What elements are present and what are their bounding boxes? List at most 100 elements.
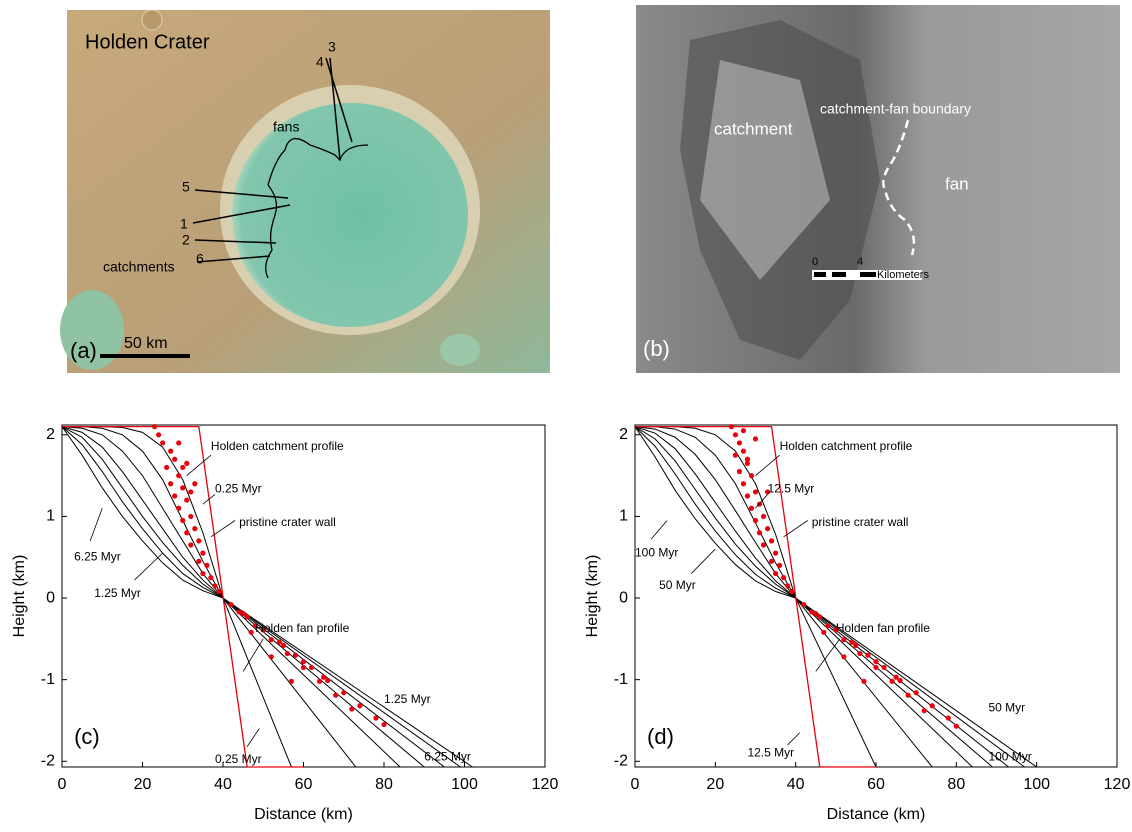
panel-label: (d) [647,724,674,749]
data-point [341,690,346,695]
scale-label: 50 km [124,335,168,352]
transect-label: 3 [328,39,336,55]
annotation: 6.25 Myr [424,749,471,763]
data-point [789,589,794,594]
annotation: 100 Myr [635,545,678,559]
data-point [160,440,165,445]
annotation: Holden fan profile [255,621,349,635]
data-point [241,611,246,616]
data-point [781,575,786,580]
transect-label: 1 [180,216,188,232]
data-point [861,679,866,684]
data-point [277,640,282,645]
data-point [269,654,274,659]
scale-tick: 4 [857,256,863,268]
annotation: 1.25 Myr [94,586,141,600]
annotation: 0.25 Myr [215,482,262,496]
annotation: 0.25 Myr [215,752,262,766]
annotation: Holden catchment profile [780,439,913,453]
data-point [893,675,898,680]
data-point [817,614,822,619]
data-point [733,432,738,437]
data-point [813,611,818,616]
data-point [228,602,233,607]
annotation: Holden fan profile [836,621,930,635]
data-point [749,473,754,478]
data-point [857,651,862,656]
data-point [249,630,254,635]
x-tick-label: 40 [787,776,805,793]
data-point [180,518,185,523]
y-tick-label: 1 [619,508,628,525]
y-tick-label: 0 [619,589,628,606]
page: {"images": [ {"panel": "(a)", "title": "… [0,0,1132,832]
data-point [301,659,306,664]
image-title: Holden Crater [85,31,210,53]
data-point [204,563,209,568]
figure: Holden Crater fans catchments 4 3 5 1 2 … [0,0,1132,827]
data-point [301,665,306,670]
scale-bar [814,272,876,277]
data-point [168,449,173,454]
crater [142,10,162,30]
data-point [188,489,193,494]
data-point [381,722,386,727]
y-axis-label: Height (km) [11,555,28,638]
data-point [898,678,903,683]
data-point [317,679,322,684]
data-point [281,643,286,648]
transect-label: 5 [182,179,190,195]
annotation: pristine crater wall [239,515,336,529]
data-point [906,693,911,698]
label: catchment-fan boundary [820,101,971,117]
data-point [285,651,290,656]
plot-area [635,425,1117,767]
label: fan [945,174,969,193]
data-point [777,563,782,568]
data-point [152,424,157,429]
data-point [200,551,205,556]
x-tick-label: 120 [532,776,559,793]
x-axis-label: Distance (km) [254,806,353,823]
data-point [922,708,927,713]
data-point [753,518,758,523]
y-tick-label: 2 [46,426,55,443]
scale-unit: Kilometers [877,269,929,281]
data-point [769,559,774,564]
y-tick-label: -1 [614,671,628,688]
data-point [176,473,181,478]
x-tick-label: 80 [375,776,393,793]
panel-label: (c) [74,724,100,749]
data-point [172,457,177,462]
data-point [757,530,762,535]
data-point [192,526,197,531]
data-point [184,497,189,502]
data-point [741,481,746,486]
data-point [745,493,750,498]
data-point [216,589,221,594]
data-point [357,703,362,708]
annotation: 12.5 Myr [747,745,794,759]
data-point [745,461,750,466]
data-point [184,530,189,535]
panel-b: catchment catchment-fan boundary fan 0 4… [636,5,1120,373]
data-point [825,623,830,628]
annotation: 50 Myr [659,578,696,592]
x-tick-label: 100 [1023,776,1050,793]
y-tick-label: 2 [619,426,628,443]
label: fans [273,119,299,135]
data-point [325,678,330,683]
data-point [849,640,854,645]
x-tick-label: 80 [947,776,965,793]
data-point [180,465,185,470]
x-tick-label: 0 [631,776,640,793]
data-point [293,653,298,658]
data-point [741,449,746,454]
annotation: 12.5 Myr [768,482,815,496]
data-point [873,665,878,670]
data-point [245,614,250,619]
data-point [773,551,778,556]
data-point [309,665,314,670]
data-point [954,724,959,729]
annotation: pristine crater wall [812,515,909,529]
